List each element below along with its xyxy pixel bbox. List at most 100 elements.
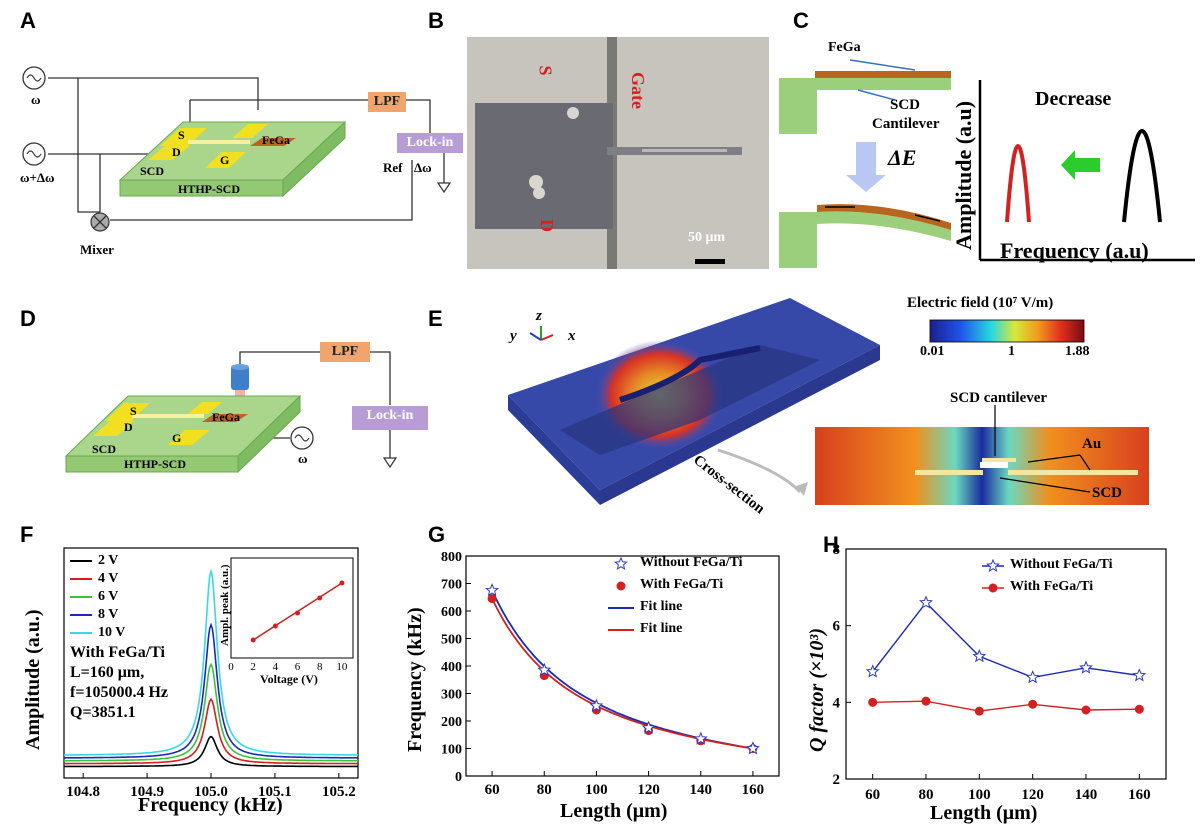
f-x-tick-label-3: 105.1 bbox=[258, 784, 292, 800]
g-x-tick-label-2: 100 bbox=[585, 782, 608, 798]
f-inset-x-tick-0: 0 bbox=[228, 661, 234, 673]
e-axis-x: x bbox=[568, 328, 576, 344]
f-text-line-1: With FeGa/Ti bbox=[70, 644, 165, 661]
g-legend-marker-0 bbox=[614, 556, 628, 570]
f-inset-x-tick-3: 6 bbox=[295, 661, 301, 673]
fega-label: FeGa bbox=[262, 133, 290, 147]
f-inset-x-tick-2: 4 bbox=[273, 661, 279, 673]
h-without-point-3 bbox=[1025, 670, 1040, 684]
e-colorbar-mid: 1 bbox=[1008, 344, 1015, 359]
g-x-tick-label-3: 120 bbox=[637, 782, 660, 798]
c-delta-e-label: ΔE bbox=[888, 145, 917, 170]
g-legend-marker-1 bbox=[616, 581, 626, 591]
g-legend-label-2: Fit line bbox=[640, 599, 683, 614]
h-x-tick-label-0: 60 bbox=[865, 787, 880, 803]
g-y-tick-label-1: 100 bbox=[441, 743, 462, 758]
hthp-scd-label: HTHP-SCD bbox=[178, 182, 241, 196]
g-without-point-5 bbox=[745, 741, 760, 755]
omega-dw-label: ω+Δω bbox=[20, 170, 55, 185]
d-fega-label: FeGa bbox=[212, 410, 240, 424]
g-fit-line-1 bbox=[491, 598, 754, 750]
f-series-line-1 bbox=[64, 697, 358, 765]
f-legend-label-4: 10 V bbox=[98, 625, 126, 640]
h-with-point-5 bbox=[1134, 704, 1144, 714]
e-axis-y: y bbox=[510, 328, 517, 344]
f-legend-label-0: 2 V bbox=[98, 553, 119, 568]
h-series-line-0 bbox=[872, 601, 1140, 679]
g-y-tick-label-4: 400 bbox=[441, 660, 462, 675]
f-x-tick-label-1: 104.9 bbox=[130, 784, 164, 800]
h-y-tick-label-1: 4 bbox=[833, 695, 841, 711]
ref-label: Ref bbox=[383, 160, 403, 175]
f-legend-label-1: 4 V bbox=[98, 571, 119, 586]
g-without-point-3 bbox=[641, 720, 656, 734]
f-text-line-2: L=160 μm, bbox=[70, 664, 145, 681]
c-scd-label: SCD bbox=[890, 97, 921, 113]
h-y-axis-label: Q factor (×10³) bbox=[806, 627, 828, 752]
f-legend-item-3: 8 V bbox=[70, 607, 118, 623]
g-legend-label-1: With FeGa/Ti bbox=[640, 577, 724, 592]
f-legend-label-2: 6 V bbox=[98, 589, 119, 604]
f-inset-point-0 bbox=[250, 637, 256, 643]
f-text-line-3: f=105000.4 Hz bbox=[70, 684, 168, 701]
f-series-line-4 bbox=[64, 568, 358, 756]
lock-in-box: Lock-in bbox=[397, 133, 463, 153]
f-inset-point-4 bbox=[339, 580, 345, 586]
f-inset-x-tick-5: 10 bbox=[336, 661, 348, 673]
d-pad-g-label: G bbox=[172, 431, 182, 445]
dw-label: Δω bbox=[414, 160, 432, 175]
d-pad-d-label: D bbox=[124, 420, 133, 434]
e-colorbar-min: 0.01 bbox=[920, 344, 945, 359]
f-series-line-2 bbox=[64, 662, 358, 762]
h-with-point-0 bbox=[868, 697, 878, 707]
e-scd-cantilever-label: SCD cantilever bbox=[950, 390, 1048, 406]
e-au-label: Au bbox=[1082, 436, 1102, 452]
g-y-tick-label-7: 700 bbox=[441, 578, 462, 593]
h-without-point-4 bbox=[1079, 660, 1093, 674]
h-with-point-4 bbox=[1081, 705, 1091, 715]
f-x-tick-label-4: 105.2 bbox=[322, 784, 356, 800]
f-legend-item-4: 10 V bbox=[70, 625, 125, 641]
panel-label-g: G bbox=[428, 522, 446, 547]
h-x-tick-label-4: 140 bbox=[1075, 787, 1098, 803]
panel-label-b: B bbox=[428, 8, 444, 33]
pad-s-label: S bbox=[178, 128, 185, 142]
d-hthp-scd-label: HTHP-SCD bbox=[124, 457, 187, 471]
h-plot-frame bbox=[845, 548, 1167, 780]
f-inset-point-3 bbox=[317, 595, 323, 601]
f-text-line-4: Q=3851.1 bbox=[70, 704, 136, 721]
d-scd-label: SCD bbox=[92, 442, 117, 456]
f-series-line-0 bbox=[64, 735, 358, 768]
panel-label-d: D bbox=[20, 306, 36, 331]
g-without-point-4 bbox=[693, 731, 708, 745]
h-with-point-3 bbox=[1028, 699, 1038, 709]
h-without-point-2 bbox=[972, 649, 987, 663]
f-x-tick-label-0: 104.8 bbox=[66, 784, 100, 800]
f-legend-item-1: 4 V bbox=[70, 571, 118, 587]
f-legend-label-3: 8 V bbox=[98, 607, 119, 622]
g-y-tick-label-2: 200 bbox=[441, 715, 462, 730]
h-y-tick-label-0: 2 bbox=[833, 772, 841, 788]
h-without-point-5 bbox=[1132, 668, 1147, 682]
panel-label-a: A bbox=[20, 8, 36, 33]
f-inset-point-1 bbox=[272, 623, 278, 629]
c-cantilever-label: Cantilever bbox=[872, 116, 940, 132]
h-legend-label-0: Without FeGa/Ti bbox=[1010, 557, 1113, 572]
c-fega-label: FeGa bbox=[828, 40, 861, 55]
h-y-tick-label-3: 8 bbox=[833, 542, 841, 558]
pad-g-label: G bbox=[220, 153, 230, 167]
f-inset-point-2 bbox=[295, 610, 301, 616]
e-scd-label: SCD bbox=[1092, 485, 1123, 501]
g-x-tick-label-0: 60 bbox=[485, 782, 500, 798]
panel-b-micrograph bbox=[467, 37, 769, 269]
h-x-axis-label: Length (μm) bbox=[930, 802, 1038, 824]
g-y-tick-label-0: 0 bbox=[455, 770, 462, 785]
b-scale-bar-label: 50 μm bbox=[688, 230, 726, 245]
h-x-tick-label-2: 100 bbox=[968, 787, 991, 803]
h-with-point-1 bbox=[921, 696, 931, 706]
g-y-tick-label-5: 500 bbox=[441, 633, 462, 648]
lpf-box: LPF bbox=[368, 92, 406, 112]
f-x-axis-label: Frequency (kHz) bbox=[138, 794, 283, 816]
f-legend-item-2: 6 V bbox=[70, 589, 118, 605]
f-legend-item-0: 2 V bbox=[70, 553, 118, 569]
